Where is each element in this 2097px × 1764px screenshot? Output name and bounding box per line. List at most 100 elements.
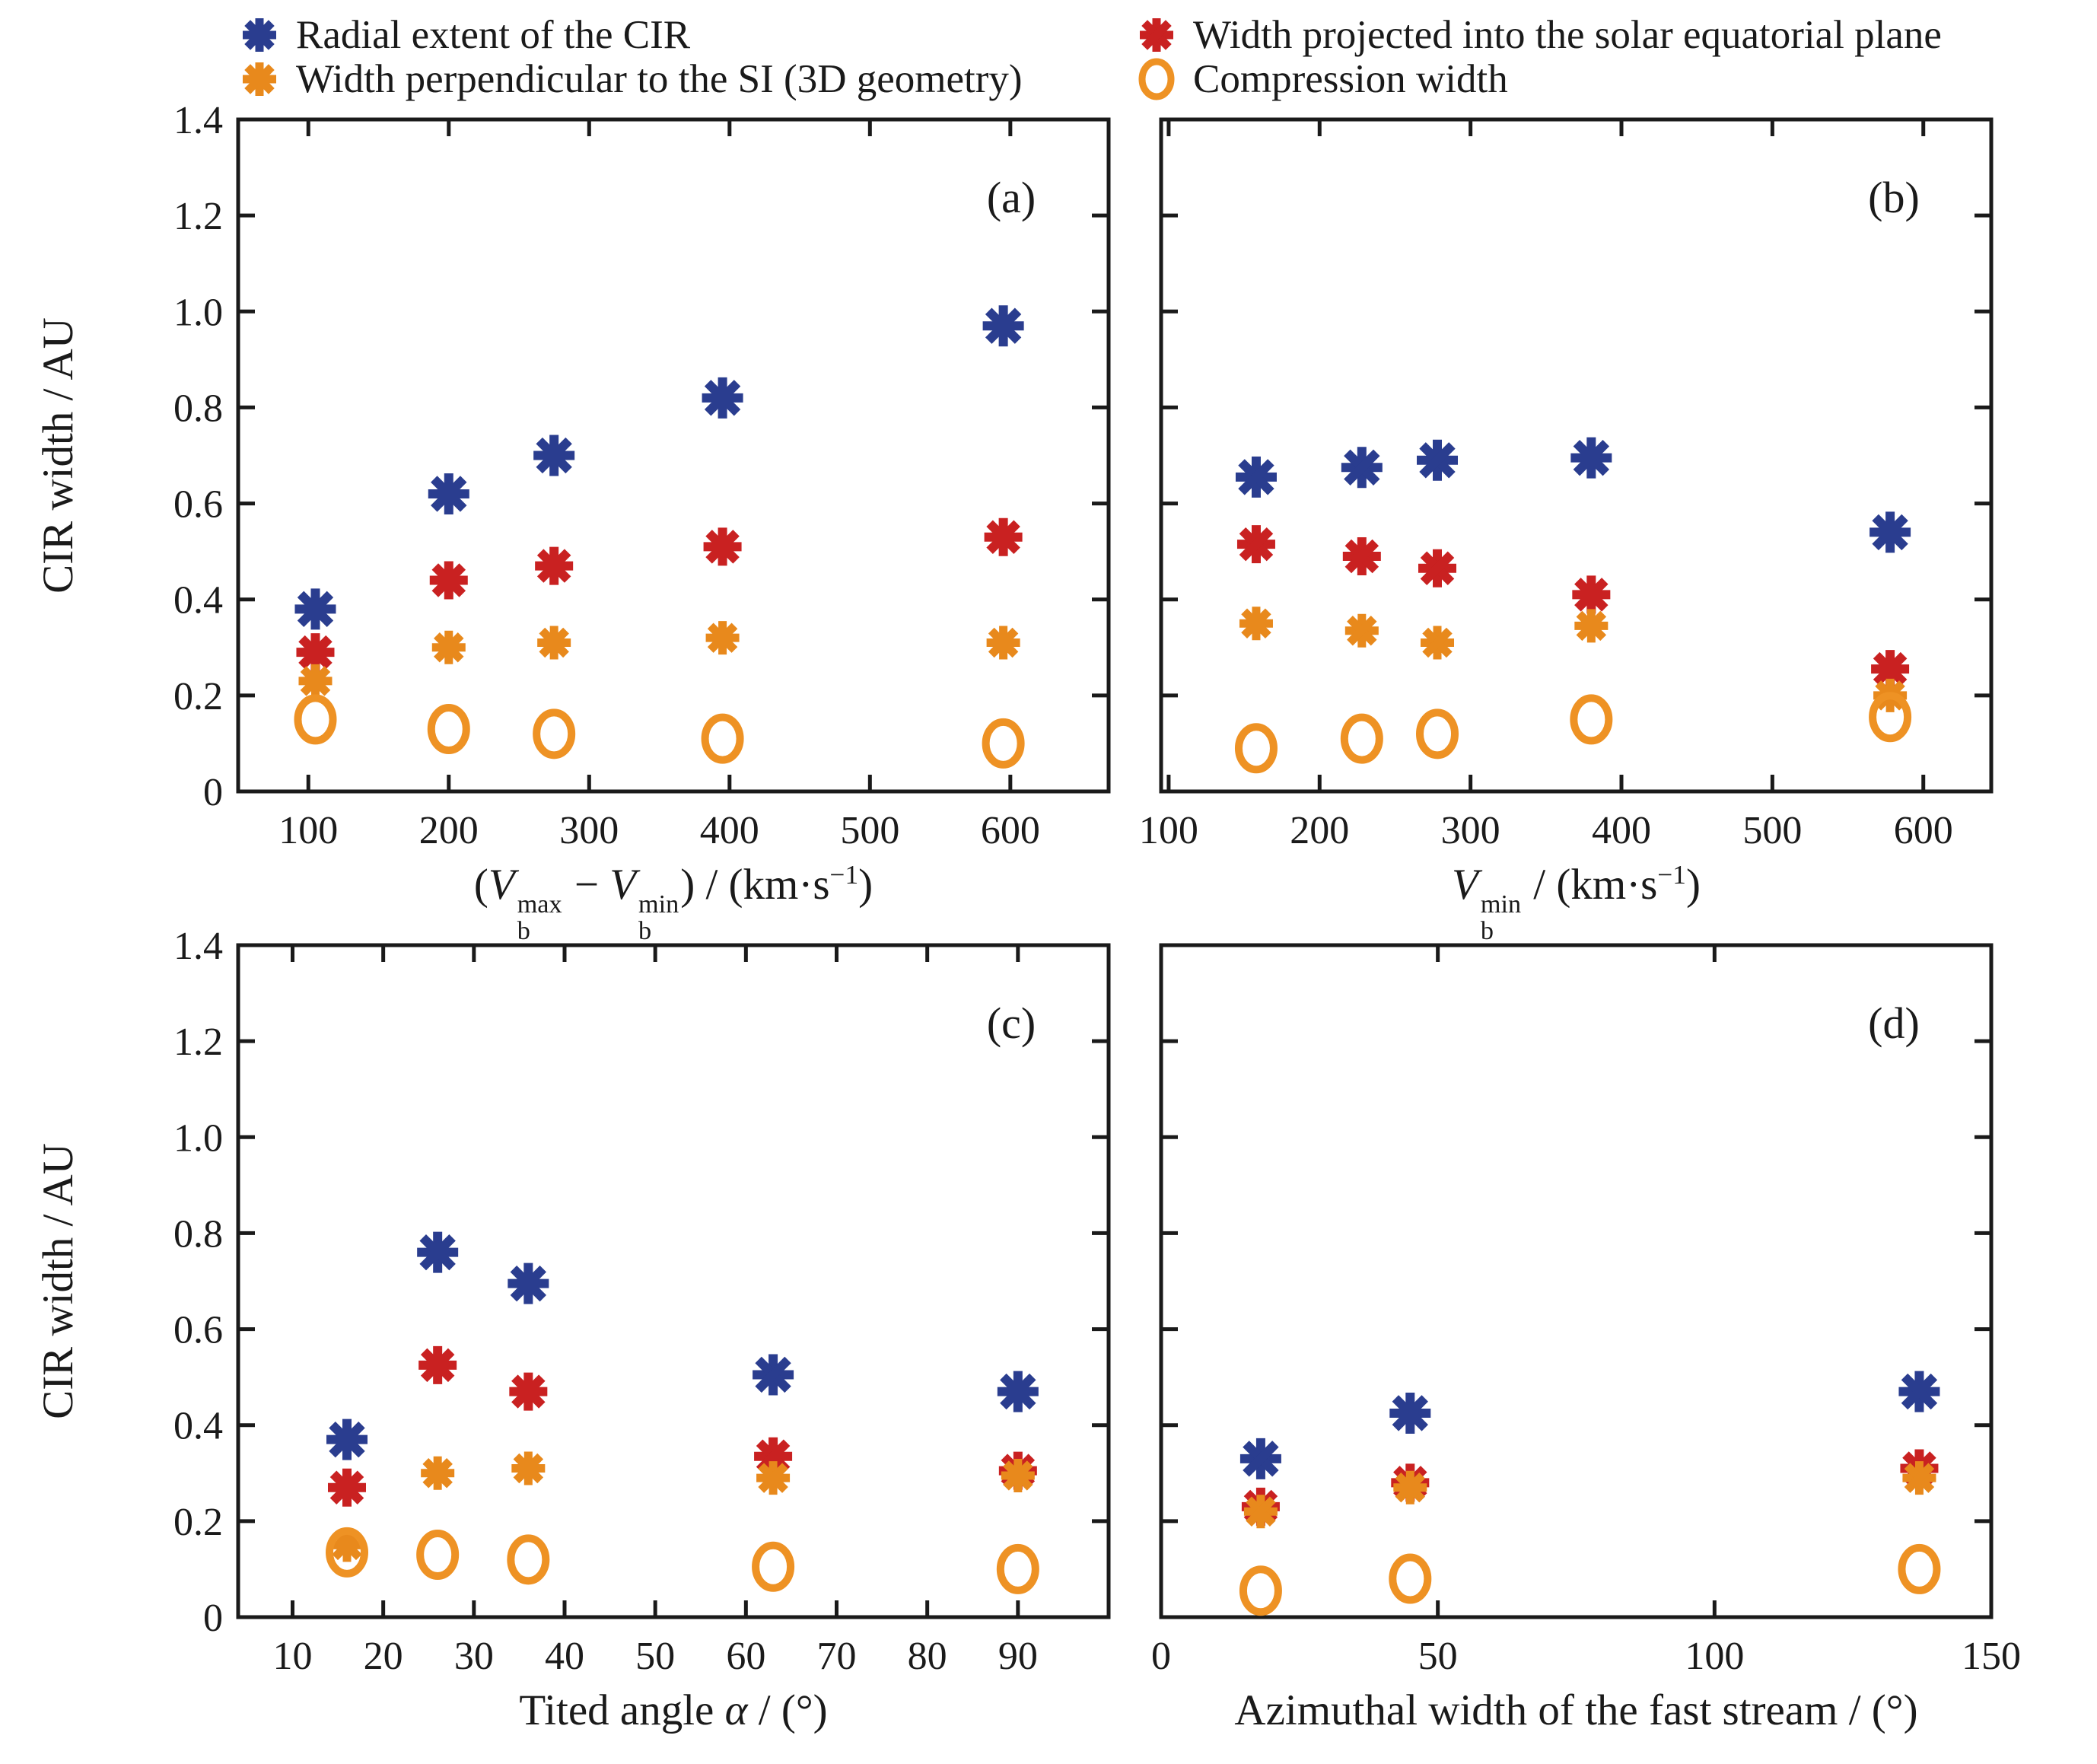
data-point-circle	[326, 1527, 368, 1578]
x-tick-label: 500	[1742, 809, 1802, 852]
x-tick-label: 70	[817, 1635, 857, 1678]
data-point-asterisk	[428, 473, 469, 514]
panel-d: 0 50 100 150 (d)	[1151, 943, 2021, 1678]
variable-symbol: V	[609, 861, 637, 909]
data-point-asterisk	[1421, 626, 1455, 660]
data-point-asterisk	[1235, 456, 1277, 498]
x-tick-label: 90	[998, 1635, 1038, 1678]
panel-tag: (b)	[1868, 173, 1920, 222]
data-point-circle	[982, 718, 1025, 769]
data-point-asterisk	[328, 1468, 366, 1507]
x-axis-ticks	[1159, 945, 1994, 1617]
x-tick-label: 50	[1418, 1635, 1458, 1678]
x-tick-label: 400	[1592, 809, 1651, 852]
variable-symbol: V	[1452, 861, 1478, 909]
panel-tag: (a)	[987, 173, 1036, 222]
x-tick-label: 100	[278, 809, 338, 852]
series-radial-extent	[1235, 437, 1911, 553]
x-tick-labels: 100 200 300 400 500 600	[278, 809, 1040, 852]
data-point-asterisk	[1869, 511, 1911, 553]
data-point-asterisk	[1572, 575, 1611, 614]
x-tick-label: 100	[1139, 809, 1198, 852]
y-tick-label: 0.8	[173, 387, 223, 430]
sup-sub-stack: min b	[1480, 890, 1522, 945]
data-point-asterisk	[535, 546, 574, 585]
data-point-asterisk	[1239, 1438, 1281, 1479]
data-point-asterisk	[1418, 549, 1457, 587]
data-point-asterisk	[421, 1456, 455, 1490]
x-tick-label: 40	[545, 1635, 584, 1678]
series-projected-width	[1241, 1449, 1939, 1526]
y-tick-label: 1.0	[173, 1116, 223, 1160]
legend-label: Width projected into the solar equatoria…	[1193, 12, 1942, 57]
data-point-circle	[996, 1543, 1039, 1594]
x-tick-labels: 0 50 100 150	[1151, 1635, 2021, 1678]
x-axis-ticks	[306, 119, 1013, 791]
data-point-circle	[752, 1541, 795, 1592]
y-axis-ticks	[1161, 117, 1991, 794]
data-point-asterisk	[509, 1372, 548, 1411]
x-tick-label: 50	[635, 1635, 675, 1678]
x-tick-label: 60	[726, 1635, 765, 1678]
y-axis-label: CIR width / AU	[34, 317, 82, 594]
x-tick-label: 400	[700, 809, 759, 852]
plot-frame	[236, 117, 1111, 794]
data-point-asterisk	[537, 626, 571, 660]
panel-tag: (d)	[1868, 998, 1920, 1048]
y-tick-labels: 0 0.2 0.4 0.6 0.8 1.0 1.2 1.4	[173, 99, 223, 814]
x-axis-label-c: Tited angle α / (°)	[519, 1686, 828, 1734]
legend-marker-shape	[243, 62, 276, 96]
series-perpendicular-width	[298, 621, 1020, 698]
x-axis-label-d: Azimuthal width of the fast stream / (°)	[1234, 1686, 1918, 1734]
y-tick-label: 1.4	[173, 925, 223, 968]
data-point-asterisk	[1239, 607, 1273, 641]
x-axis-ticks	[291, 945, 1020, 1617]
legend-label: Compression width	[1193, 56, 1508, 101]
data-point-circle	[1234, 723, 1278, 774]
series-projected-width	[296, 517, 1023, 672]
legend-item: Width perpendicular to the SI (3D geomet…	[238, 58, 1023, 100]
series-radial-extent	[326, 1231, 1039, 1460]
y-tick-label: 1.0	[173, 291, 223, 334]
series-compression-width	[326, 1527, 1039, 1594]
y-tick-labels: 0 0.2 0.4 0.6 0.8 1.0 1.2 1.4	[173, 925, 223, 1640]
data-point-asterisk	[326, 1419, 368, 1460]
data-point-asterisk	[753, 1354, 794, 1396]
x-tick-labels: 100 200 300 400 500 600	[1139, 809, 1953, 852]
data-point-asterisk	[1001, 1458, 1035, 1492]
data-point-asterisk	[533, 435, 575, 476]
data-point-circle	[1416, 708, 1459, 759]
data-point-circle	[1340, 713, 1383, 764]
variable-symbol: α	[724, 1686, 748, 1734]
plot-frame	[1159, 943, 1994, 1619]
x-tick-label: 150	[1962, 1635, 2021, 1678]
x-tick-label: 600	[981, 809, 1040, 852]
x-tick-label: 600	[1894, 809, 1953, 852]
legend-marker-shape	[243, 18, 276, 52]
y-tick-label: 0.2	[173, 675, 223, 718]
data-point-asterisk	[705, 621, 740, 655]
data-point-asterisk	[1341, 447, 1383, 489]
y-tick-label: 1.2	[173, 1021, 223, 1064]
data-point-asterisk	[418, 1345, 457, 1384]
series-perpendicular-width	[1243, 1461, 1936, 1529]
series-compression-width	[1234, 692, 1912, 774]
data-point-circle	[507, 1534, 550, 1585]
series-perpendicular-width	[330, 1451, 1035, 1562]
data-point-asterisk	[1417, 439, 1459, 481]
variable-symbol: V	[488, 861, 515, 909]
x-axis-ticks	[1166, 119, 1926, 791]
x-tick-labels: 10 20 30 40 50 60 70 80 90	[273, 1635, 1038, 1678]
panel-a: 100 200 300 400 500 600 0 0.2 0.4 0.6 0.8 1.0 1.2 1.4…	[34, 99, 1111, 852]
data-point-asterisk	[1898, 1371, 1940, 1412]
series-compression-width	[1239, 1543, 1941, 1616]
x-tick-label: 200	[1290, 809, 1349, 852]
data-point-asterisk	[417, 1231, 459, 1273]
data-point-circle	[1869, 692, 1912, 743]
data-point-asterisk	[511, 1451, 546, 1485]
data-point-circle	[294, 694, 337, 745]
y-axis-ticks	[238, 943, 1109, 1619]
